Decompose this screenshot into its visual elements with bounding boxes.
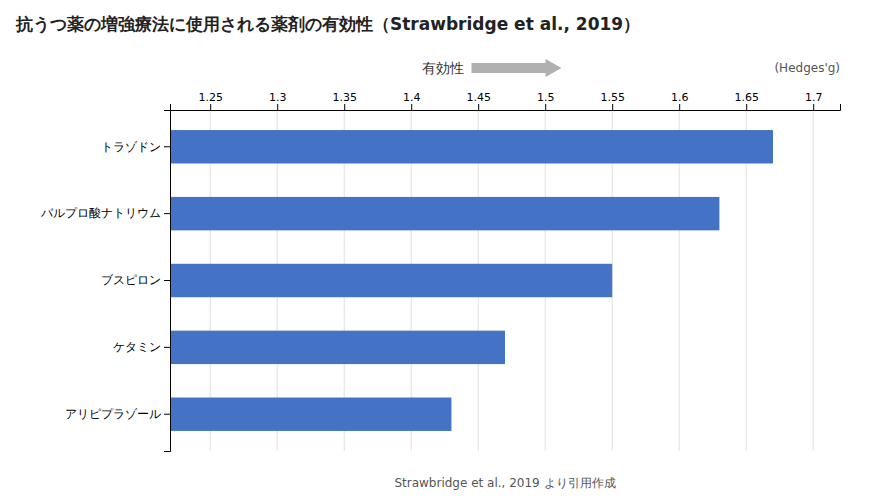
annotations: 有効性 (Hedges'g) Strawbridge et al., 2019 より… — [394, 59, 840, 490]
chart-root: 抗うつ薬の増強療法に使用される薬剤の有効性（Strawbridge et al.… — [0, 0, 890, 501]
x-tick: 1.7 — [805, 91, 823, 110]
x-tick-mark — [210, 104, 211, 110]
x-tick-mark — [344, 104, 345, 110]
x-tick: 1.45 — [466, 91, 491, 110]
x-tick: 1.5 — [537, 91, 555, 110]
x-tick-mark — [813, 104, 814, 110]
x-tick-label: 1.4 — [403, 91, 421, 104]
arrow — [472, 59, 562, 77]
bars — [170, 130, 773, 431]
y-tick: ブスピロン — [101, 273, 170, 287]
x-tick: 1.35 — [332, 91, 357, 110]
x-tick-label: 1.55 — [600, 91, 625, 104]
x-tick-label: 1.65 — [734, 91, 759, 104]
bar — [170, 398, 451, 431]
grid-line — [813, 110, 814, 451]
y-tick-mark — [164, 414, 170, 415]
bar — [170, 331, 505, 364]
x-tick: 1.65 — [734, 91, 759, 110]
y-axis: アリピプラゾール ケタミン ブスピロン バルプロ酸ナトリウム トラゾドン — [40, 111, 171, 452]
y-tick-label: トラゾドン — [101, 140, 161, 154]
y-tick-label: バルプロ酸ナトリウム — [40, 206, 161, 220]
bar — [170, 197, 719, 230]
y-tick: アリピプラゾール — [65, 407, 170, 421]
y-tick-mark — [164, 213, 170, 214]
x-tick-mark — [411, 104, 412, 110]
x-tick-mark — [545, 104, 546, 110]
y-tick-label: ケタミン — [113, 340, 161, 354]
x-tick-mark — [478, 104, 479, 110]
y-tick-mark — [164, 347, 170, 348]
x-tick: 1.4 — [403, 91, 421, 110]
x-tick: 1.55 — [600, 91, 625, 110]
x-tick-label: 1.25 — [198, 91, 223, 104]
x-tick-label: 1.6 — [671, 91, 689, 104]
annotation: (Hedges'g) — [774, 61, 840, 75]
y-tick: トラゾドン — [101, 140, 170, 154]
x-tick: 1.3 — [269, 91, 287, 110]
bar — [170, 264, 612, 297]
annotation: 有効性 — [422, 60, 464, 76]
x-tick-mark — [679, 104, 680, 110]
x-tick-label: 1.5 — [537, 91, 555, 104]
x-tick: 1.6 — [671, 91, 689, 110]
y-tick: バルプロ酸ナトリウム — [40, 206, 170, 220]
x-tick-label: 1.7 — [805, 91, 823, 104]
x-tick-mark — [277, 104, 278, 110]
y-tick: ケタミン — [113, 340, 170, 354]
x-tick-label: 1.35 — [332, 91, 357, 104]
y-tick-label: ブスピロン — [101, 273, 161, 287]
title: 抗うつ薬の増強療法に使用される薬剤の有効性（Strawbridge et al.… — [15, 14, 640, 34]
x-tick-label: 1.3 — [269, 91, 287, 104]
y-axis-line — [164, 111, 171, 452]
plot: 1.25 1.3 1.35 1.4 1.45 1.5 1.55 1.6 1.65 1.7 アリピプラ… — [40, 91, 841, 452]
x-tick-label: 1.45 — [466, 91, 491, 104]
y-tick-mark — [164, 146, 170, 147]
x-axis-line — [171, 104, 841, 111]
x-tick-mark — [612, 104, 613, 110]
x-tick: 1.25 — [198, 91, 223, 110]
annotation: Strawbridge et al., 2019 より引用作成 — [394, 476, 615, 490]
x-tick-mark — [746, 104, 747, 110]
x-axis: 1.25 1.3 1.35 1.4 1.45 1.5 1.55 1.6 1.65 1.7 — [171, 91, 841, 111]
y-tick-mark — [164, 280, 170, 281]
bar — [170, 130, 773, 163]
y-tick-label: アリピプラゾール — [65, 407, 161, 421]
